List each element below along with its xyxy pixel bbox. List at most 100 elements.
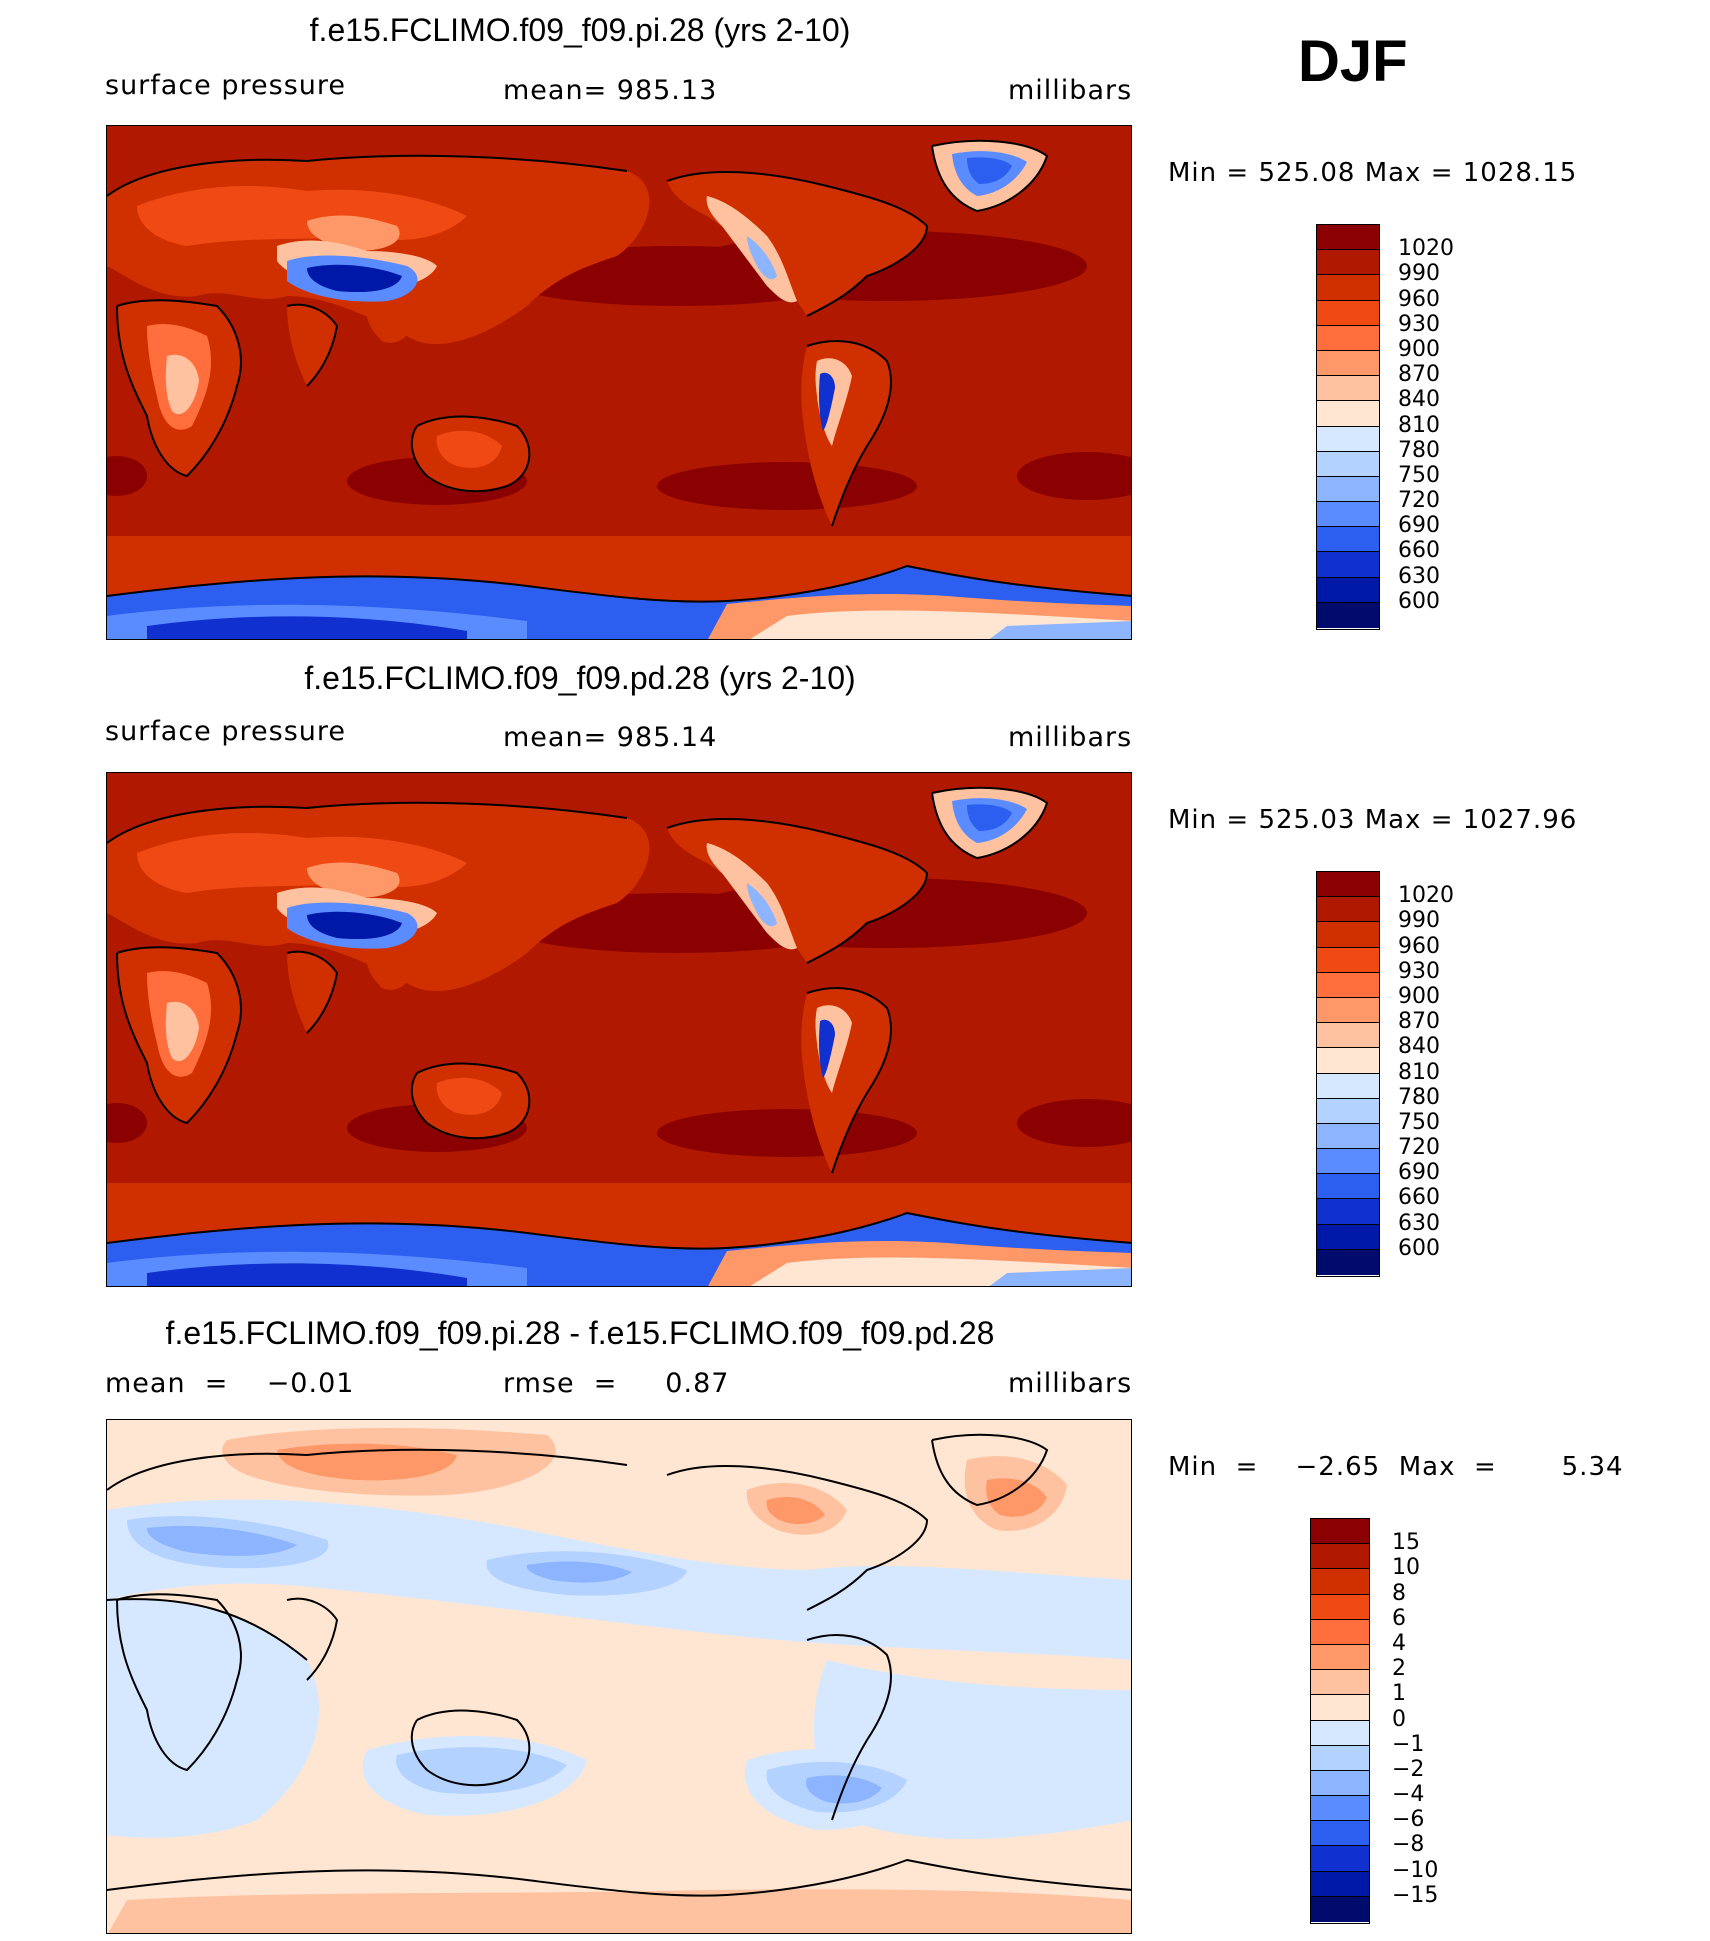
panel-3-colorbar — [1310, 1518, 1370, 1924]
panel-3-units: millibars — [1008, 1368, 1133, 1399]
colorbar-label: 690 — [1398, 513, 1440, 539]
colorbar-label: −8 — [1392, 1832, 1425, 1858]
colorbar-swatch — [1317, 972, 1379, 998]
colorbar-label: −10 — [1392, 1857, 1439, 1883]
colorbar-swatch — [1311, 1519, 1369, 1545]
colorbar-swatch — [1311, 1720, 1369, 1746]
colorbar-label: 8 — [1392, 1580, 1406, 1606]
colorbar-label: 4 — [1392, 1630, 1406, 1656]
colorbar-label: 960 — [1398, 933, 1440, 959]
colorbar-swatch — [1311, 1821, 1369, 1847]
season-label: DJF — [1298, 29, 1408, 94]
colorbar-label: 10 — [1392, 1555, 1420, 1581]
colorbar-label: 2 — [1392, 1656, 1406, 1682]
colorbar-label: 630 — [1398, 1210, 1440, 1236]
colorbar-swatch — [1311, 1846, 1369, 1872]
panel-1-mean: mean= 985.13 — [503, 75, 718, 106]
colorbar-swatch — [1317, 1073, 1379, 1099]
colorbar-label: 990 — [1398, 261, 1440, 287]
colorbar-swatch — [1311, 1644, 1369, 1671]
colorbar-label: 600 — [1398, 588, 1440, 614]
colorbar-label: 1020 — [1398, 883, 1454, 909]
colorbar-swatch — [1317, 997, 1379, 1024]
colorbar-label: −6 — [1392, 1807, 1425, 1833]
colorbar-label: 810 — [1398, 1059, 1440, 1085]
colorbar-label: 870 — [1398, 1009, 1440, 1035]
panel-1-minmax: Min = 525.08 Max = 1028.15 — [1168, 158, 1578, 188]
colorbar-label: 720 — [1398, 1135, 1440, 1161]
colorbar-label: 660 — [1398, 1185, 1440, 1211]
panel-1-map — [106, 125, 1132, 640]
panel-3-mean: mean = −0.01 — [105, 1368, 355, 1399]
colorbar-swatch — [1311, 1896, 1369, 1922]
colorbar-label: 900 — [1398, 336, 1440, 362]
colorbar-swatch — [1317, 1224, 1379, 1250]
panel-2-variable: surface pressure — [105, 716, 346, 747]
colorbar-swatch — [1317, 602, 1379, 628]
colorbar-label: 810 — [1398, 412, 1440, 438]
colorbar-swatch — [1317, 300, 1379, 326]
colorbar-label: 990 — [1398, 908, 1440, 934]
panel-2-pressure-field — [107, 773, 1131, 1286]
panel-2-title: f.e15.FCLIMO.f09_f09.pd.28 (yrs 2-10) — [304, 660, 856, 696]
panel-2-colorbar — [1316, 871, 1380, 1277]
colorbar-label: 690 — [1398, 1160, 1440, 1186]
colorbar-swatch — [1311, 1695, 1369, 1721]
panel-1-variable: surface pressure — [105, 70, 346, 101]
colorbar-label: 6 — [1392, 1605, 1406, 1631]
colorbar-label: 15 — [1392, 1530, 1420, 1556]
panel-1-pressure-field — [107, 126, 1131, 639]
colorbar-swatch — [1311, 1544, 1369, 1570]
colorbar-swatch — [1317, 1123, 1379, 1150]
panel-3-title: f.e15.FCLIMO.f09_f09.pi.28 - f.e15.FCLIM… — [165, 1315, 995, 1351]
colorbar-label: 780 — [1398, 1084, 1440, 1110]
colorbar-label: 930 — [1398, 958, 1440, 984]
colorbar-label: 900 — [1398, 983, 1440, 1009]
colorbar-label: 960 — [1398, 286, 1440, 312]
colorbar-swatch — [1317, 401, 1379, 427]
colorbar-swatch — [1311, 1871, 1369, 1897]
panel-2-mean: mean= 985.14 — [503, 722, 718, 753]
colorbar-swatch — [1317, 225, 1379, 251]
colorbar-swatch — [1317, 376, 1379, 402]
panel-2-minmax: Min = 525.03 Max = 1027.96 — [1168, 805, 1578, 835]
panel-1-colorbar — [1316, 224, 1380, 630]
colorbar-label: 840 — [1398, 387, 1440, 413]
colorbar-swatch — [1311, 1770, 1369, 1797]
colorbar-swatch — [1317, 527, 1379, 553]
colorbar-swatch — [1317, 350, 1379, 377]
panel-3-minmax: Min = −2.65 Max = 5.34 — [1168, 1452, 1624, 1482]
colorbar-swatch — [1311, 1594, 1369, 1620]
panel-2-units: millibars — [1008, 722, 1133, 753]
colorbar-swatch — [1317, 502, 1379, 528]
colorbar-label: 750 — [1398, 1109, 1440, 1135]
colorbar-swatch — [1317, 947, 1379, 973]
colorbar-swatch — [1311, 1619, 1369, 1645]
colorbar-label: 0 — [1392, 1706, 1406, 1732]
colorbar-swatch — [1317, 250, 1379, 276]
colorbar-label: 1020 — [1398, 236, 1454, 262]
colorbar-swatch — [1317, 275, 1379, 301]
colorbar-swatch — [1311, 1670, 1369, 1696]
panel-3-map — [106, 1419, 1132, 1934]
panel-1-units: millibars — [1008, 75, 1133, 106]
colorbar-swatch — [1317, 1098, 1379, 1124]
colorbar-swatch — [1317, 325, 1379, 351]
colorbar-label: 870 — [1398, 362, 1440, 388]
colorbar-label: −1 — [1392, 1731, 1425, 1757]
colorbar-label: 750 — [1398, 462, 1440, 488]
colorbar-label: 780 — [1398, 437, 1440, 463]
colorbar-swatch — [1317, 577, 1379, 603]
colorbar-swatch — [1317, 476, 1379, 503]
colorbar-swatch — [1317, 1199, 1379, 1225]
colorbar-swatch — [1311, 1569, 1369, 1595]
colorbar-swatch — [1317, 1174, 1379, 1200]
panel-3-rmse: rmse = 0.87 — [503, 1368, 730, 1399]
panel-3-difference-field — [107, 1420, 1131, 1933]
colorbar-label: 630 — [1398, 563, 1440, 589]
colorbar-swatch — [1317, 1048, 1379, 1074]
colorbar-swatch — [1317, 552, 1379, 578]
colorbar-label: 660 — [1398, 538, 1440, 564]
colorbar-label: −2 — [1392, 1756, 1425, 1782]
colorbar-swatch — [1317, 922, 1379, 948]
